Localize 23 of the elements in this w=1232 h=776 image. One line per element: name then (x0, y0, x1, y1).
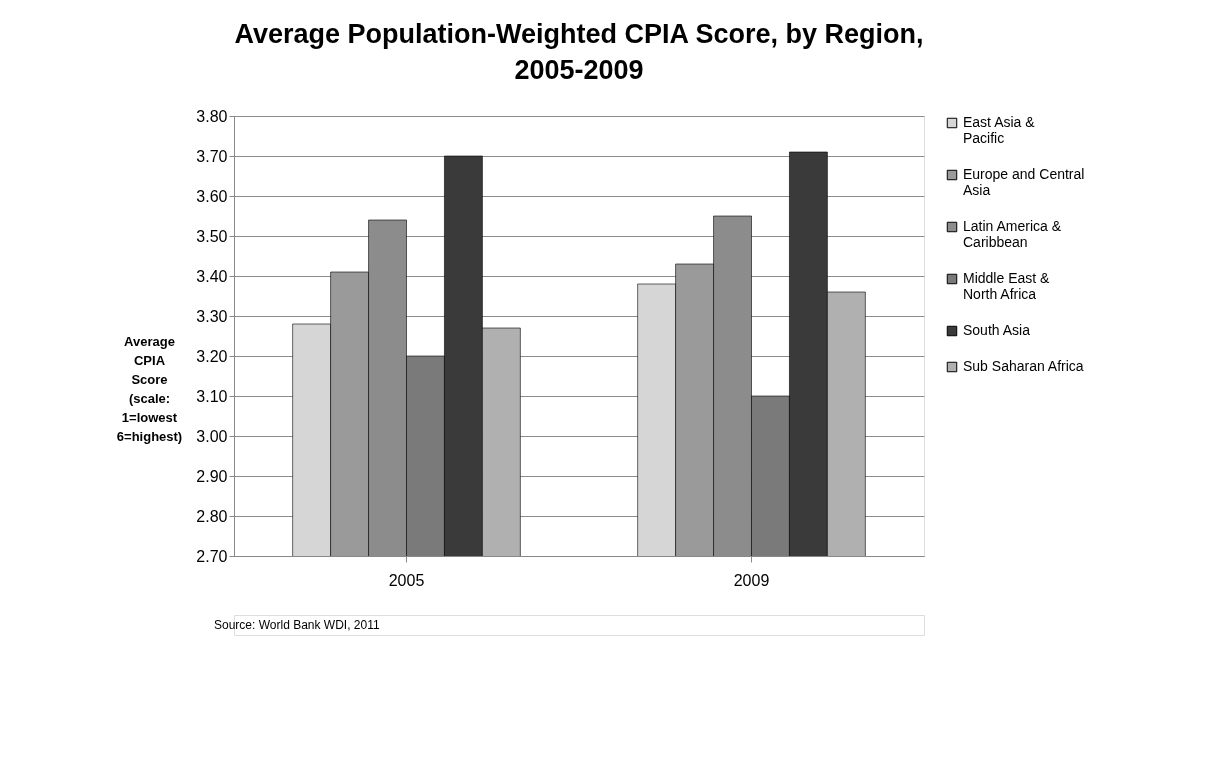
y-tick-label: 3.50 (196, 227, 228, 245)
y-tick-label: 3.70 (196, 147, 228, 165)
x-tick-label: 2005 (388, 571, 425, 589)
y-tick-label: 2.80 (196, 507, 228, 525)
legend-label: East Asia & Pacific (963, 114, 1036, 146)
y-tick-label: 3.00 (196, 427, 228, 445)
legend-label: South Asia (963, 322, 1031, 338)
legend-label: Europe and Central Asia (963, 166, 1085, 198)
chart-title: Average Population-Weighted CPIA Score, by Region, 2005-2009 (234, 19, 924, 85)
source-note: Source: World Bank WDI, 2011 (214, 618, 380, 632)
y-tick-label: 3.10 (196, 387, 228, 405)
y-tick-label: 3.20 (196, 347, 228, 365)
y-tick-label: 2.70 (196, 547, 228, 565)
legend-label: Sub Saharan Africa (963, 358, 1084, 374)
y-tick-label: 3.40 (196, 267, 228, 285)
y-tick-label: 3.80 (196, 107, 228, 125)
x-tick-label: 2009 (733, 571, 770, 589)
y-axis-title: Average CPIA Score (scale: 1=lowest 6=highest) (116, 333, 183, 444)
legend-label: Middle East & North Africa (963, 270, 1051, 302)
y-tick-label: 3.60 (196, 187, 228, 205)
legend-label: Latin America & Caribbean (963, 218, 1062, 250)
y-tick-label: 2.90 (196, 467, 228, 485)
y-tick-label: 3.30 (196, 307, 228, 325)
